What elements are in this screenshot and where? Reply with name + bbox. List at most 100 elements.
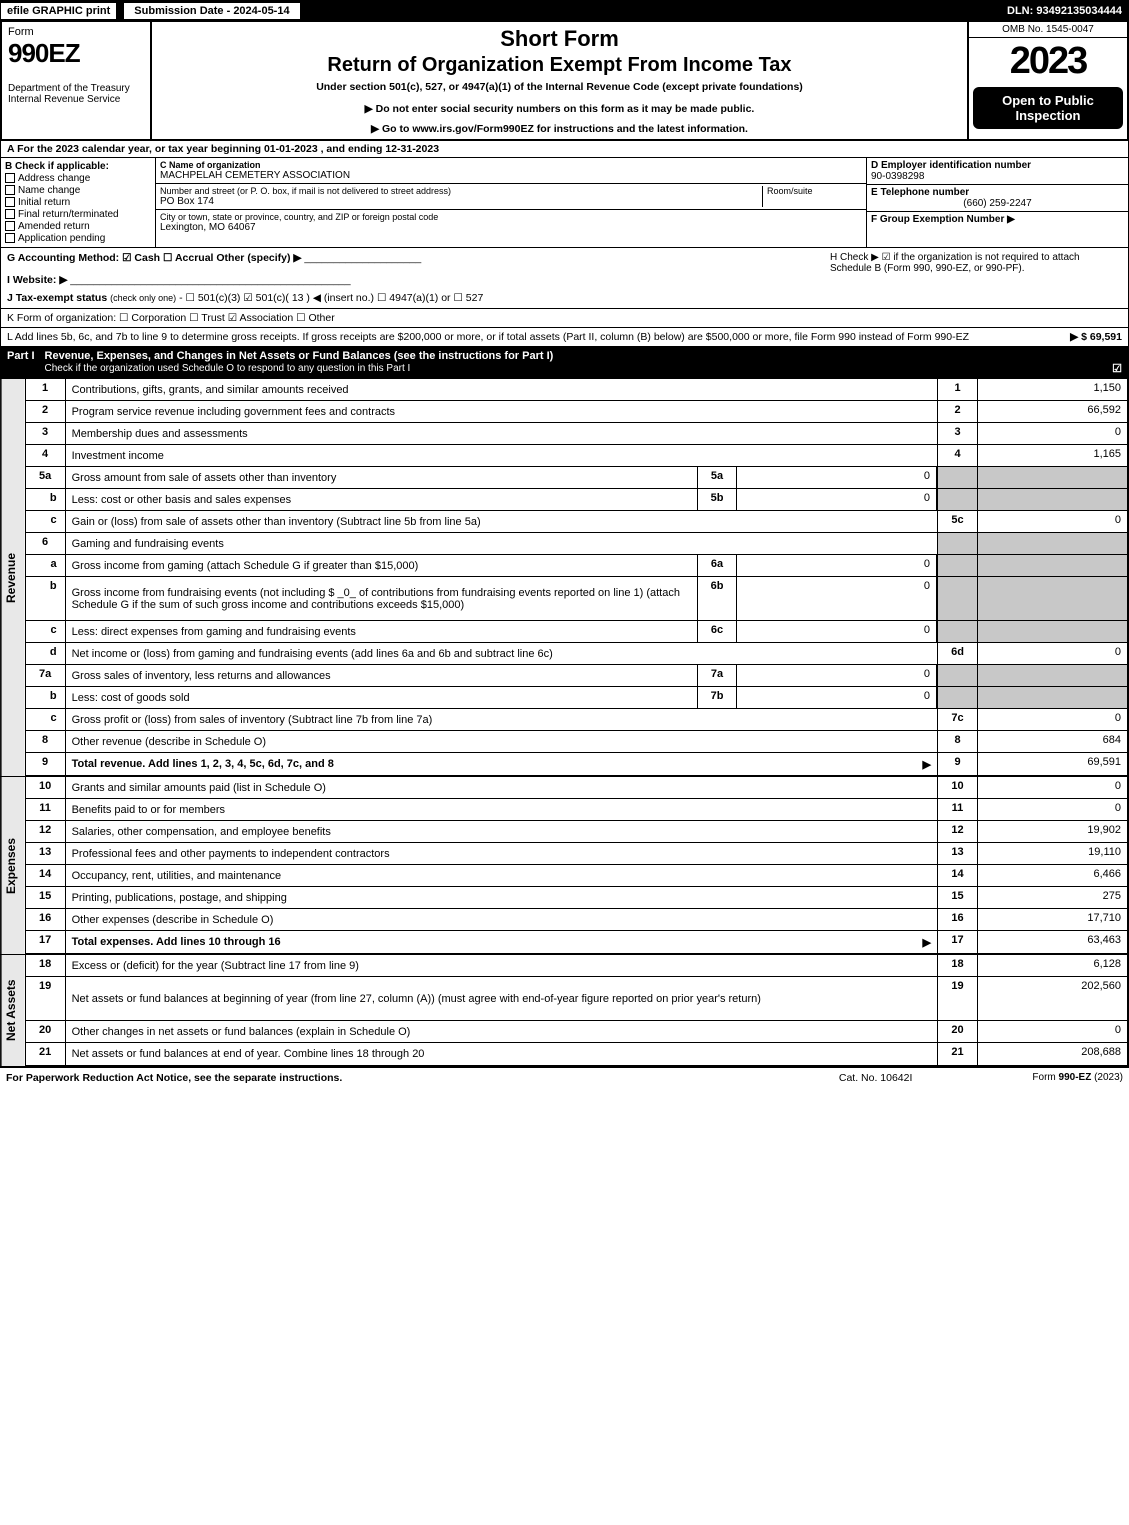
checkbox-final-return-terminated[interactable]: Final return/terminated bbox=[5, 209, 151, 220]
efile-link[interactable]: efile GRAPHIC print bbox=[1, 3, 118, 19]
line-val: 0 bbox=[977, 511, 1127, 532]
expenses-side-label: Expenses bbox=[1, 777, 25, 954]
checkbox-application-pending[interactable]: Application pending bbox=[5, 233, 151, 244]
tax-year: 2023 bbox=[969, 38, 1127, 85]
expenses-section: Expenses 10Grants and similar amounts pa… bbox=[0, 777, 1129, 955]
mid-code: 7b bbox=[697, 687, 737, 708]
line-code: 9 bbox=[937, 753, 977, 775]
line-num: 3 bbox=[26, 423, 66, 444]
line-num: c bbox=[26, 709, 66, 730]
line-num: 9 bbox=[26, 753, 66, 775]
table-row: bLess: cost or other basis and sales exp… bbox=[26, 489, 1127, 511]
line-a: A For the 2023 calendar year, or tax yea… bbox=[0, 141, 1129, 158]
line-num: b bbox=[26, 489, 66, 510]
line-val: 202,560 bbox=[977, 977, 1127, 1020]
line-code bbox=[937, 665, 977, 686]
line-num: 19 bbox=[26, 977, 66, 1020]
section-def: D Employer identification number 90-0398… bbox=[866, 158, 1128, 248]
line-val bbox=[977, 621, 1127, 642]
table-row: 15Printing, publications, postage, and s… bbox=[26, 887, 1127, 909]
line-code: 20 bbox=[937, 1021, 977, 1042]
e-label: E Telephone number bbox=[871, 187, 969, 198]
line-val: 6,128 bbox=[977, 955, 1127, 976]
section-c: C Name of organization MACHPELAH CEMETER… bbox=[155, 158, 866, 248]
omb-number: OMB No. 1545-0047 bbox=[969, 22, 1127, 38]
h-schedule-b: H Check ▶ ☑ if the organization is not r… bbox=[822, 252, 1122, 304]
checkbox-address-change[interactable]: Address change bbox=[5, 173, 151, 184]
table-row: 19Net assets or fund balances at beginni… bbox=[26, 977, 1127, 1021]
city: Lexington, MO 64067 bbox=[160, 222, 862, 233]
d-label: D Employer identification number bbox=[871, 160, 1031, 171]
table-row: 9Total revenue. Add lines 1, 2, 3, 4, 5c… bbox=[26, 753, 1127, 775]
line-desc: Professional fees and other payments to … bbox=[66, 843, 937, 864]
line-desc: Occupancy, rent, utilities, and maintena… bbox=[66, 865, 937, 886]
table-row: aGross income from gaming (attach Schedu… bbox=[26, 555, 1127, 577]
line-val bbox=[977, 555, 1127, 576]
table-row: 18Excess or (deficit) for the year (Subt… bbox=[26, 955, 1127, 977]
line-num: 5a bbox=[26, 467, 66, 488]
table-row: bGross income from fundraising events (n… bbox=[26, 577, 1127, 621]
table-row: 12Salaries, other compensation, and empl… bbox=[26, 821, 1127, 843]
line-desc: Net assets or fund balances at beginning… bbox=[66, 977, 937, 1020]
mid-code: 5a bbox=[697, 467, 737, 488]
checkbox-name-change[interactable]: Name change bbox=[5, 185, 151, 196]
line-num: 4 bbox=[26, 445, 66, 466]
part-i-title: Revenue, Expenses, and Changes in Net As… bbox=[45, 350, 1122, 375]
city-label: City or town, state or province, country… bbox=[160, 212, 862, 222]
mid-code: 6c bbox=[697, 621, 737, 642]
room-label: Room/suite bbox=[767, 186, 862, 196]
line-num: 13 bbox=[26, 843, 66, 864]
line-val: 1,165 bbox=[977, 445, 1127, 466]
table-row: dNet income or (loss) from gaming and fu… bbox=[26, 643, 1127, 665]
table-row: 10Grants and similar amounts paid (list … bbox=[26, 777, 1127, 799]
line-code: 16 bbox=[937, 909, 977, 930]
line-code: 6d bbox=[937, 643, 977, 664]
table-row: 4Investment income41,165 bbox=[26, 445, 1127, 467]
line-desc: Program service revenue including govern… bbox=[66, 401, 937, 422]
line-code: 15 bbox=[937, 887, 977, 908]
topbar: efile GRAPHIC print Submission Date - 20… bbox=[0, 0, 1129, 22]
line-val: 0 bbox=[977, 799, 1127, 820]
line-desc: Gain or (loss) from sale of assets other… bbox=[66, 511, 937, 532]
checkbox-initial-return[interactable]: Initial return bbox=[5, 197, 151, 208]
form-number: 990EZ bbox=[8, 38, 144, 69]
org-block: B Check if applicable: Address changeNam… bbox=[0, 158, 1129, 248]
goto-link[interactable]: ▶ Go to www.irs.gov/Form990EZ for instru… bbox=[160, 123, 959, 135]
l-val: ▶ $ 69,591 bbox=[1022, 331, 1122, 343]
line-desc: Gaming and fundraising events bbox=[66, 533, 937, 554]
line-val: 19,110 bbox=[977, 843, 1127, 864]
line-val: 66,592 bbox=[977, 401, 1127, 422]
line-code: 10 bbox=[937, 777, 977, 798]
line-num: a bbox=[26, 555, 66, 576]
line-code: 13 bbox=[937, 843, 977, 864]
line-code: 3 bbox=[937, 423, 977, 444]
line-code: 11 bbox=[937, 799, 977, 820]
line-code: 12 bbox=[937, 821, 977, 842]
line-num: 20 bbox=[26, 1021, 66, 1042]
form-label: Form bbox=[8, 26, 144, 38]
checkbox-amended-return[interactable]: Amended return bbox=[5, 221, 151, 232]
revenue-side-label: Revenue bbox=[1, 379, 25, 776]
line-num: 11 bbox=[26, 799, 66, 820]
table-row: cLess: direct expenses from gaming and f… bbox=[26, 621, 1127, 643]
line-num: 21 bbox=[26, 1043, 66, 1065]
line-num: b bbox=[26, 687, 66, 708]
table-row: 13Professional fees and other payments t… bbox=[26, 843, 1127, 865]
line-desc: Gross income from gaming (attach Schedul… bbox=[66, 555, 697, 576]
line-desc: Grants and similar amounts paid (list in… bbox=[66, 777, 937, 798]
mid-code: 6a bbox=[697, 555, 737, 576]
line-num: 18 bbox=[26, 955, 66, 976]
line-desc: Total expenses. Add lines 10 through 16 … bbox=[66, 931, 937, 953]
table-row: cGross profit or (loss) from sales of in… bbox=[26, 709, 1127, 731]
under-section: Under section 501(c), 527, or 4947(a)(1)… bbox=[160, 81, 959, 93]
netassets-section: Net Assets 18Excess or (deficit) for the… bbox=[0, 955, 1129, 1067]
line-code bbox=[937, 577, 977, 620]
section-ghi: G Accounting Method: ☑ Cash ☐ Accrual Ot… bbox=[0, 248, 1129, 309]
part-i-label: Part I bbox=[7, 350, 45, 375]
line-num: 2 bbox=[26, 401, 66, 422]
line-desc: Other expenses (describe in Schedule O) bbox=[66, 909, 937, 930]
line-desc: Other revenue (describe in Schedule O) bbox=[66, 731, 937, 752]
line-num: 14 bbox=[26, 865, 66, 886]
line-desc: Printing, publications, postage, and shi… bbox=[66, 887, 937, 908]
line-num: 12 bbox=[26, 821, 66, 842]
